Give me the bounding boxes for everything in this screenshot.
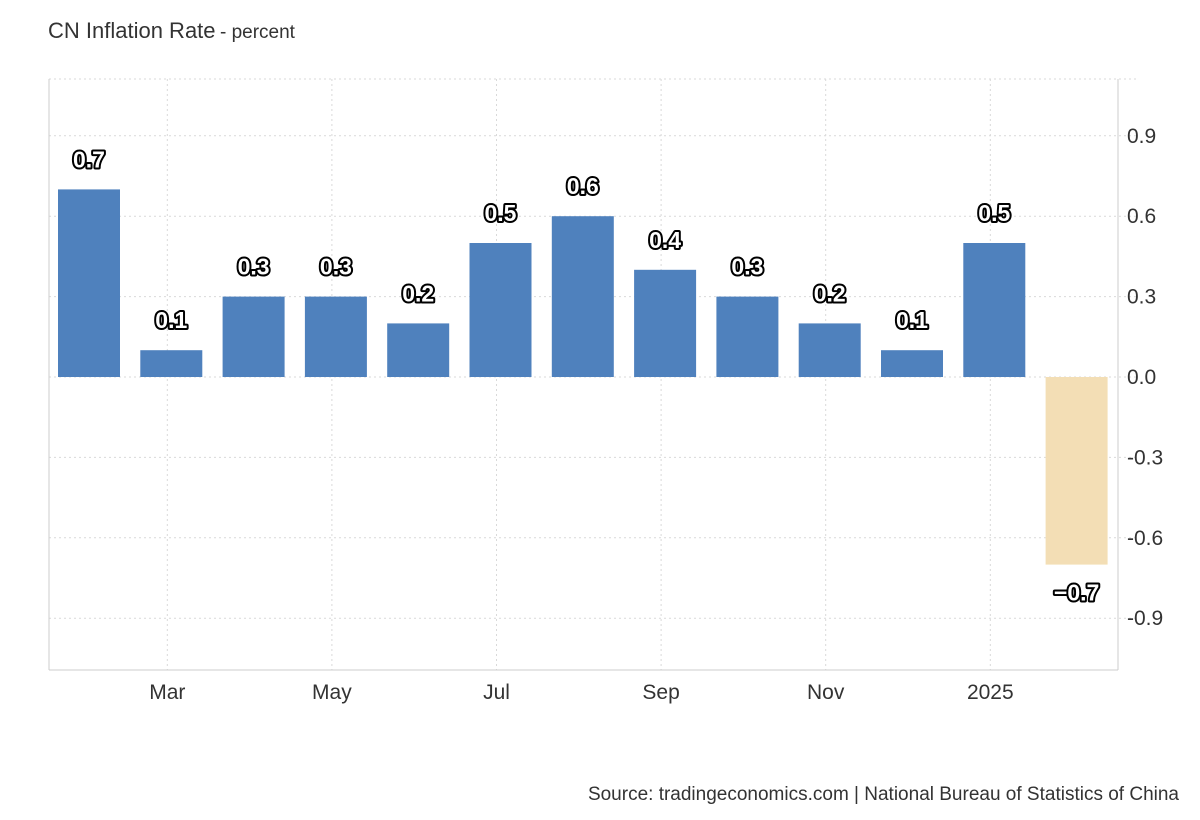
y-tick-label: -0.9 — [1127, 607, 1163, 630]
bar — [140, 350, 203, 377]
data-label: 0.7 — [73, 146, 105, 172]
bar — [304, 296, 367, 377]
data-label: −0.7 — [1054, 580, 1099, 606]
data-label: 0.4 — [649, 227, 681, 253]
data-label: 0.5 — [978, 200, 1010, 226]
data-label: 0.3 — [320, 254, 352, 280]
y-tick-label: 0.0 — [1127, 366, 1156, 389]
bar — [222, 296, 285, 377]
bars — [58, 189, 1108, 565]
y-tick-label: 0.3 — [1127, 286, 1156, 309]
bar — [469, 243, 532, 377]
y-tick-label: -0.6 — [1127, 527, 1163, 550]
data-labels: 0.7 0.1 0.3 0.3 0.2 0.5 0.6 0.4 0.3 0.2 0.1 0.5 −0.7 — [71, 144, 1101, 607]
data-label: 0.3 — [731, 254, 763, 280]
bar — [716, 296, 779, 377]
bar — [798, 323, 861, 377]
source-note: Source: tradingeconomics.com | National … — [587, 784, 1179, 805]
bar — [963, 243, 1026, 377]
x-tick-label: May — [312, 681, 352, 704]
x-tick-label: Nov — [807, 681, 845, 704]
x-tick-label: Jul — [483, 681, 510, 704]
y-tick-label: -0.3 — [1127, 446, 1163, 469]
data-label: 0.6 — [567, 173, 599, 199]
x-tick-label: 2025 — [967, 681, 1014, 704]
chart-subtitle: - percent — [219, 22, 295, 43]
data-label: 0.2 — [814, 280, 846, 306]
bar — [1045, 377, 1108, 565]
data-label: 0.2 — [402, 280, 434, 306]
bar — [58, 189, 120, 377]
axes: Mar May Jul Sep Nov 2025 0.9 0.6 0.3 0.0 -0.3 -0.6 -… — [48, 79, 1163, 704]
chart-title: CN Inflation Rate — [48, 18, 216, 43]
data-label: 0.5 — [485, 200, 517, 226]
data-label: 0.1 — [155, 307, 187, 333]
y-tick-label: 0.6 — [1127, 205, 1156, 228]
bar — [881, 350, 943, 377]
data-label: 0.3 — [238, 254, 270, 280]
chart-title-block: CN Inflation Rate - percent — [48, 18, 295, 44]
bar — [387, 323, 450, 377]
bar — [551, 216, 614, 377]
x-tick-label: Sep — [642, 681, 679, 704]
bar — [634, 269, 697, 377]
y-tick-label: 0.9 — [1127, 125, 1156, 148]
data-label: 0.1 — [896, 307, 928, 333]
x-tick-label: Mar — [149, 681, 185, 704]
